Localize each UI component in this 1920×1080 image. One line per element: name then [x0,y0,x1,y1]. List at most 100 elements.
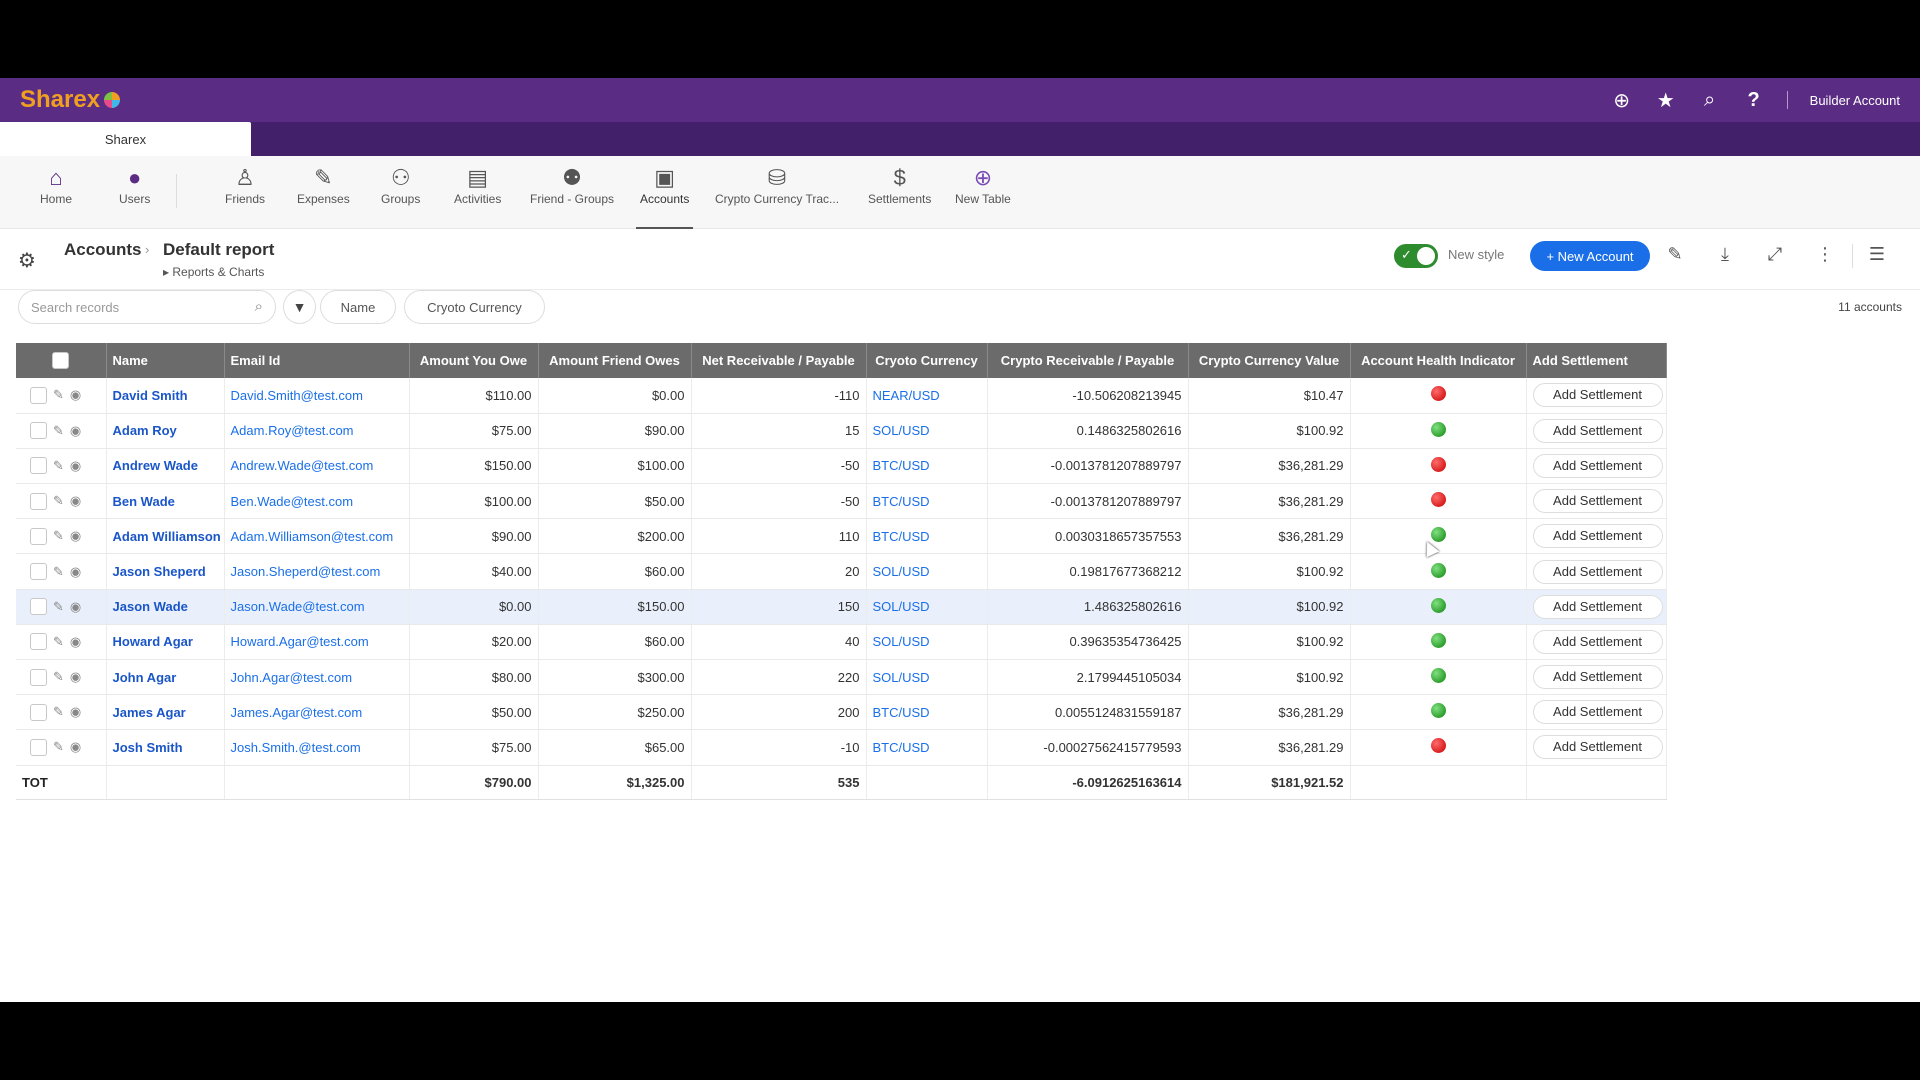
row-checkbox[interactable] [30,492,47,510]
app-tab-sharex[interactable]: Sharex [0,122,251,156]
edit-icon[interactable]: ✎ [53,704,64,720]
row-checkbox[interactable] [30,457,47,475]
account-name-link[interactable]: Adam Roy [106,413,225,449]
brand-logo[interactable]: Sharex [20,86,121,114]
nav-activities[interactable]: ▤ Activities [454,164,501,206]
account-menu[interactable]: Builder Account [1809,92,1900,108]
column-header[interactable]: Amount Friend Owes [538,343,692,378]
view-icon[interactable]: ◉ [69,669,82,685]
account-name-link[interactable]: Jason Wade [106,589,225,625]
add-settlement-button[interactable]: Add Settlement [1532,559,1663,584]
table-row[interactable]: ✎ ◉ Jason Wade Jason.Wade@test.com $0.00 $150… [16,589,1667,625]
edit-icon[interactable]: ✎ [53,422,64,438]
view-icon[interactable]: ◉ [69,598,82,614]
row-checkbox[interactable] [30,422,47,440]
table-row[interactable]: ✎ ◉ Adam Williamson Adam.Williamson@test.co… [16,518,1667,555]
column-header[interactable]: Email Id [224,343,410,378]
crypto-currency-link[interactable]: BTC/USD [866,729,988,766]
edit-icon[interactable]: ✎ [53,669,64,685]
edit-icon[interactable]: ✎ [53,528,64,544]
view-icon[interactable]: ◉ [69,739,82,755]
account-name-link[interactable]: Ben Wade [106,483,225,520]
more-options-icon[interactable]: ⋮ [1816,244,1834,264]
email-link[interactable]: Jason.Sheperd@test.com [224,553,410,590]
view-icon[interactable]: ◉ [69,563,82,579]
edit-icon[interactable]: ✎ [53,633,64,649]
crypto-currency-link[interactable]: NEAR/USD [866,378,988,414]
add-settlement-button[interactable]: Add Settlement [1532,735,1663,760]
nav-crypto-currency[interactable]: ⛁ Crypto Currency Trac... [715,164,839,206]
select-all-checkbox[interactable] [52,352,70,370]
row-checkbox[interactable] [30,633,47,651]
email-link[interactable]: Jason.Wade@test.com [224,589,410,625]
column-header[interactable]: Account Health Indicator [1350,343,1527,378]
row-checkbox[interactable] [30,598,47,616]
add-settlement-button[interactable]: Add Settlement [1532,594,1663,619]
column-header[interactable]: Cryoto Currency [866,343,988,378]
crypto-currency-link[interactable]: BTC/USD [866,448,988,485]
row-checkbox[interactable] [30,668,47,686]
nav-users[interactable]: ● Users [119,164,150,206]
reports-charts-link[interactable]: ▸ Reports & Charts [163,265,265,279]
edit-icon[interactable]: ✎ [53,598,64,614]
email-link[interactable]: Adam.Roy@test.com [224,413,410,449]
account-name-link[interactable]: Howard Agar [106,624,225,661]
email-link[interactable]: Andrew.Wade@test.com [224,448,410,485]
search-input[interactable] [31,298,231,316]
crypto-currency-link[interactable]: BTC/USD [866,694,988,731]
email-link[interactable]: Howard.Agar@test.com [224,624,410,661]
breadcrumb-accounts[interactable]: Accounts [64,240,142,259]
account-name-link[interactable]: James Agar [106,694,225,731]
account-name-link[interactable]: Jason Sheperd [106,553,225,590]
expand-icon[interactable]: ⤢ [1767,244,1783,264]
report-title[interactable]: Default report [163,240,275,259]
table-row[interactable]: ✎ ◉ John Agar John.Agar@test.com $80.00 $300.… [16,659,1667,696]
filter-chip-name[interactable]: Name [320,290,396,324]
nav-new-table[interactable]: ⊕ New Table [955,164,1011,206]
table-row[interactable]: ✎ ◉ Adam Roy Adam.Roy@test.com $75.00 $90.00 1… [16,413,1667,449]
row-checkbox[interactable] [30,386,47,404]
add-settlement-button[interactable]: Add Settlement [1532,665,1663,690]
search-icon[interactable]: ⌕ [1704,88,1716,111]
add-settlement-button[interactable]: Add Settlement [1532,489,1663,514]
edit-report-icon[interactable]: ✎ [1667,244,1683,264]
nav-expenses[interactable]: ✎ Expenses [297,164,350,206]
column-header[interactable]: Crypto Currency Value [1188,343,1351,378]
crypto-currency-link[interactable]: BTC/USD [866,518,988,555]
crypto-currency-link[interactable]: SOL/USD [866,659,988,696]
row-checkbox[interactable] [30,563,47,581]
filter-chip-crypto[interactable]: Cryoto Currency [404,290,545,324]
table-row[interactable]: ✎ ◉ Jason Sheperd Jason.Sheperd@test.com $40… [16,553,1667,590]
table-row[interactable]: ✎ ◉ David Smith David.Smith@test.com $110.00… [16,378,1667,414]
table-row[interactable]: ✎ ◉ Ben Wade Ben.Wade@test.com $100.00 $50.00… [16,483,1667,520]
search-box[interactable]: ⌕ [18,290,276,324]
view-icon[interactable]: ◉ [69,422,82,438]
view-icon[interactable]: ◉ [69,704,82,720]
account-name-link[interactable]: Adam Williamson [106,518,225,555]
edit-icon[interactable]: ✎ [53,563,64,579]
crypto-currency-link[interactable]: SOL/USD [866,413,988,449]
crypto-currency-link[interactable]: SOL/USD [866,624,988,661]
account-name-link[interactable]: Andrew Wade [106,448,225,485]
row-checkbox[interactable] [30,703,47,721]
edit-icon[interactable]: ✎ [53,457,64,473]
email-link[interactable]: John.Agar@test.com [224,659,410,696]
view-icon[interactable]: ◉ [69,457,82,473]
add-settlement-button[interactable]: Add Settlement [1532,629,1663,654]
filter-button[interactable]: ▼ [283,290,316,324]
star-icon[interactable]: ★ [1656,89,1675,112]
account-name-link[interactable]: John Agar [106,659,225,696]
column-header[interactable]: Add Settlement [1526,343,1667,378]
table-row[interactable]: ✎ ◉ Josh Smith Josh.Smith.@test.com $75.00 $6… [16,729,1667,766]
nav-groups[interactable]: ⚇ Groups [381,164,420,206]
add-settlement-button[interactable]: Add Settlement [1532,453,1663,478]
new-account-button[interactable]: + New Account [1530,241,1650,271]
crypto-currency-link[interactable]: SOL/USD [866,553,988,590]
nav-home[interactable]: ⌂ Home [40,164,72,206]
row-checkbox[interactable] [30,738,47,756]
nav-friend-groups[interactable]: ⚉ Friend - Groups [530,164,614,206]
table-row[interactable]: ✎ ◉ Howard Agar Howard.Agar@test.com $20.00 $… [16,624,1667,661]
column-header[interactable]: Amount You Owe [409,343,539,378]
email-link[interactable]: Ben.Wade@test.com [224,483,410,520]
crypto-currency-link[interactable]: SOL/USD [866,589,988,625]
